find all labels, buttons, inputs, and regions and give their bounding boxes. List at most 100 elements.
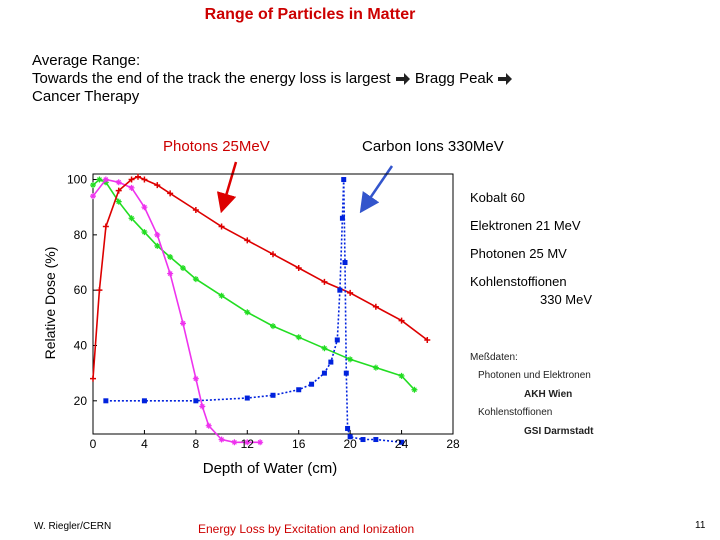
data-point <box>309 381 315 387</box>
data-point <box>270 323 276 330</box>
data-point <box>343 370 349 376</box>
data-point <box>347 356 354 363</box>
x-axis-label: Depth of Water (cm) <box>202 460 338 477</box>
intro-text: Average Range: Towards the end of the tr… <box>32 52 513 106</box>
intro-line-2b: Bragg Peak <box>410 70 498 87</box>
data-point <box>205 422 212 429</box>
data-point <box>270 392 276 398</box>
chart-series <box>90 173 431 446</box>
data-point <box>193 398 199 404</box>
series-line <box>92 178 261 444</box>
data-point <box>342 260 348 266</box>
intro-line-2a: Towards the end of the track the energy … <box>32 70 395 87</box>
measurement-line-4: GSI Darmstadt <box>524 426 594 437</box>
legend-kobalt: Kobalt 60 <box>470 190 525 205</box>
data-point <box>199 403 206 410</box>
series-2 <box>90 173 431 382</box>
measurement-heading: Meßdaten: <box>470 352 518 363</box>
measurement-line-2: AKH Wien <box>524 389 573 400</box>
data-point <box>244 237 251 244</box>
data-point <box>244 395 250 401</box>
chart-axes <box>92 173 454 435</box>
photons-pointer-arrow <box>216 161 238 214</box>
page-number: 11 <box>695 520 706 531</box>
data-point <box>321 278 328 285</box>
data-point <box>154 242 161 249</box>
legend-elektronen: Elektronen 21 MeV <box>470 218 581 233</box>
data-point <box>115 187 122 194</box>
data-point <box>154 182 161 189</box>
data-point <box>347 289 354 296</box>
arrow-right-icon <box>498 73 513 86</box>
y-tick-labels: 20 40 60 80 100 <box>67 173 87 408</box>
data-point <box>192 276 199 283</box>
data-point <box>360 437 366 443</box>
data-point <box>167 270 174 277</box>
x-tick-labels: 0 4 8 12 16 20 24 28 <box>90 437 460 451</box>
intro-line-2: Towards the end of the track the energy … <box>32 70 513 88</box>
data-point <box>102 176 109 183</box>
data-point <box>128 215 135 222</box>
data-point <box>90 182 96 189</box>
data-point <box>372 303 379 310</box>
legend-photonen: Photonen 25 MV <box>470 246 567 261</box>
x-tick-label: 28 <box>446 437 460 451</box>
carbon-label: Carbon Ions 330MeV <box>362 138 504 155</box>
x-tick-label: 16 <box>292 437 306 451</box>
y-tick-label: 100 <box>67 173 87 187</box>
intro-line-3: Cancer Therapy <box>32 88 140 105</box>
data-point <box>90 193 96 200</box>
x-tick-label: 4 <box>141 437 148 451</box>
data-point <box>399 439 405 445</box>
data-point <box>128 184 135 191</box>
data-point <box>115 179 122 186</box>
measurement-line-3: Kohlenstoffionen <box>478 407 553 418</box>
x-tick-label: 12 <box>241 437 255 451</box>
series-1 <box>90 176 264 446</box>
legend-kohlenstoff-energy: 330 MeV <box>540 292 593 307</box>
x-tick-label: 20 <box>343 437 357 451</box>
y-tick-label: 60 <box>74 283 88 297</box>
data-point <box>141 398 147 404</box>
data-point <box>345 425 351 431</box>
x-tick-label: 8 <box>193 437 200 451</box>
data-point <box>218 436 225 443</box>
data-point <box>102 223 109 230</box>
y-tick-label: 20 <box>74 394 88 408</box>
data-point <box>192 206 199 213</box>
data-point <box>321 370 327 376</box>
legend-kohlenstoff: Kohlenstoffionen <box>470 274 567 289</box>
data-point <box>231 439 238 446</box>
data-point <box>296 387 302 393</box>
data-point <box>341 177 347 183</box>
data-point <box>103 398 109 404</box>
data-point <box>339 215 345 221</box>
data-point <box>96 176 103 183</box>
carbon-pointer-arrow <box>359 165 394 214</box>
data-point <box>411 386 418 393</box>
photons-label: Photons 25MeV <box>163 138 270 155</box>
footer-author: W. Riegler/CERN <box>34 521 112 532</box>
series-line <box>92 178 415 391</box>
dose-depth-chart: 0 4 8 12 16 20 24 28 20 40 60 80 100 <box>67 173 460 451</box>
data-point <box>398 372 405 379</box>
arrow-right-icon <box>395 73 410 86</box>
data-point <box>372 364 379 371</box>
data-point <box>96 287 103 294</box>
data-point <box>141 204 148 211</box>
plot-frame <box>92 173 454 435</box>
data-point <box>347 434 353 440</box>
data-point <box>244 439 251 446</box>
measurement-line-1: Photonen und Elektronen <box>478 370 591 381</box>
y-axis-label: Relative Dose (%) <box>42 246 58 360</box>
data-point <box>295 334 302 341</box>
data-point <box>141 229 148 236</box>
data-point <box>244 309 251 316</box>
data-point <box>257 439 264 446</box>
data-point <box>295 265 302 272</box>
series-0 <box>90 176 418 393</box>
data-point <box>398 317 405 324</box>
data-point <box>141 176 148 183</box>
y-tick-label: 80 <box>74 228 88 242</box>
